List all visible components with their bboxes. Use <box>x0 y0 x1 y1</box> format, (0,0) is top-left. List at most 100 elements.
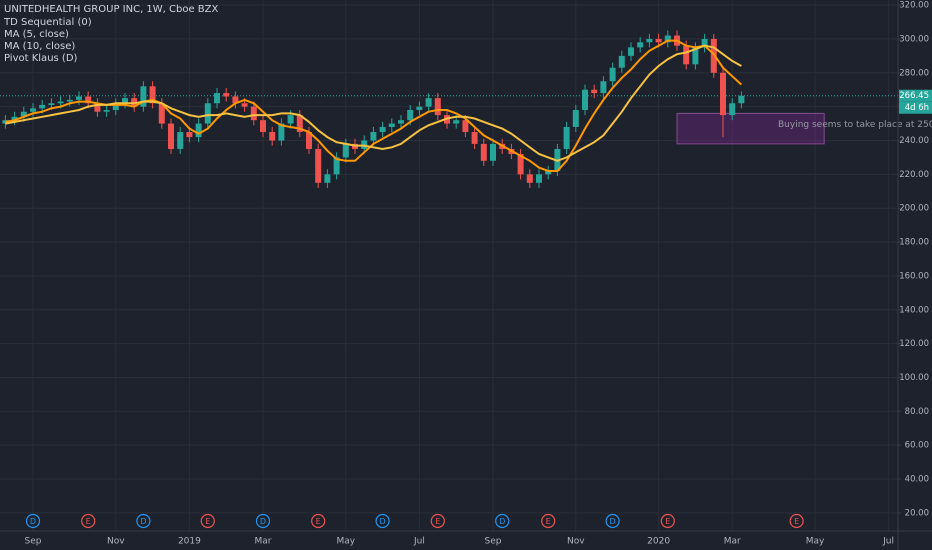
candle-body <box>315 148 322 183</box>
candle-body <box>407 110 414 121</box>
event-label: E <box>435 517 440 526</box>
x-tick-label: Sep <box>485 537 502 547</box>
candle-body <box>729 103 736 116</box>
x-tick-label: May <box>806 537 825 547</box>
candle-body <box>370 132 377 141</box>
candle-body <box>232 96 239 104</box>
x-tick-label: Mar <box>724 537 741 547</box>
candle-body <box>223 93 230 97</box>
candle-body <box>278 123 285 141</box>
candle-body <box>490 143 496 161</box>
indicator-label: MA (10, close) <box>4 41 75 52</box>
candle-body <box>628 47 634 56</box>
x-tick-label: Mar <box>255 537 272 547</box>
candle-body <box>637 42 644 48</box>
event-label: E <box>316 517 321 526</box>
candle-body <box>94 103 101 112</box>
x-tick-label: Jul <box>413 537 425 547</box>
event-marker <box>81 513 96 529</box>
indicator-label: Pivot Klaus (D) <box>4 53 78 64</box>
y-tick-label: 180.00 <box>899 238 929 248</box>
candle-body <box>462 120 469 133</box>
candle-body <box>563 126 570 149</box>
candle-body <box>39 104 46 109</box>
event-label: D <box>30 517 36 526</box>
x-tick-label: Nov <box>567 537 585 547</box>
candle-body <box>296 115 303 133</box>
y-tick-label: 200.00 <box>899 204 929 214</box>
y-tick-label: 320.00 <box>899 1 929 11</box>
y-tick-label: 60.00 <box>905 441 929 451</box>
candle-body <box>517 154 524 175</box>
candle-body <box>214 93 220 104</box>
y-tick-label: 80.00 <box>905 407 929 417</box>
candle-body <box>582 89 588 111</box>
candle-body <box>434 98 441 116</box>
candle-body <box>57 101 64 104</box>
event-marker <box>541 513 556 529</box>
event-marker <box>255 513 271 529</box>
candle-body <box>388 123 395 127</box>
x-tick-label: May <box>336 537 355 547</box>
candle-body <box>701 38 708 48</box>
candle-body <box>480 143 487 161</box>
candle-body <box>149 86 156 104</box>
event-label: E <box>794 517 799 526</box>
x-tick-label: 2020 <box>647 537 670 547</box>
candle-body <box>287 115 294 124</box>
event-marker <box>311 513 326 529</box>
plot-area: Buying seems to take place at 250 D E D E D E D… <box>0 0 932 531</box>
candle-body <box>324 174 331 183</box>
countdown-label: 4d 6h <box>905 103 929 113</box>
y-tick-label: 280.00 <box>899 68 929 78</box>
candle-body <box>333 157 340 175</box>
candle-body <box>425 98 432 107</box>
candle-body <box>655 38 662 43</box>
candle-body <box>85 96 92 104</box>
y-tick-label: 160.00 <box>899 271 929 281</box>
x-tick-label: Nov <box>107 537 125 547</box>
ma-line <box>5 44 742 162</box>
x-tick-label: 2019 <box>178 537 201 547</box>
y-tick-label: 100.00 <box>899 373 929 383</box>
candle-body <box>664 35 671 43</box>
candle-body <box>250 106 257 121</box>
event-label: E <box>205 517 210 526</box>
candle-body <box>545 170 552 175</box>
candle-body <box>76 96 82 100</box>
event-label: D <box>380 517 386 526</box>
annotation-box <box>676 112 825 145</box>
event-marker <box>789 513 804 529</box>
candle-body <box>526 174 533 183</box>
candle-body <box>241 103 248 107</box>
candle-body <box>572 110 579 127</box>
y-tick-label: 240.00 <box>899 136 929 146</box>
candle-body <box>204 103 211 124</box>
indicator-label: TD Sequential (0) <box>3 17 92 28</box>
candle-body <box>158 103 165 124</box>
candle-body <box>48 103 55 105</box>
event-marker <box>200 513 215 529</box>
candle-body <box>416 106 423 111</box>
last-price-box <box>899 89 932 102</box>
candle-body <box>269 132 276 141</box>
candle-body <box>591 89 598 94</box>
chart-title: UNITEDHEALTH GROUP INC, 1W, Cboe BZX <box>4 4 219 15</box>
candle-body <box>618 55 625 68</box>
y-tick-label: 40.00 <box>905 475 929 485</box>
annotation-text: Buying seems to take place at 250 <box>778 120 932 130</box>
y-tick-label: 140.00 <box>899 305 929 315</box>
candle-body <box>11 116 18 121</box>
candle-body <box>112 103 119 111</box>
legend: UNITEDHEALTH GROUP INC, 1W, Cboe BZX TD … <box>3 4 219 64</box>
event-marker <box>430 513 445 529</box>
candle-body <box>646 38 653 43</box>
candle-body <box>600 81 607 94</box>
candle-body <box>720 72 726 116</box>
indicator-label: MA (5, close) <box>4 29 69 40</box>
event-marker <box>495 513 510 529</box>
candle-body <box>168 123 174 149</box>
candle-body <box>692 47 699 65</box>
